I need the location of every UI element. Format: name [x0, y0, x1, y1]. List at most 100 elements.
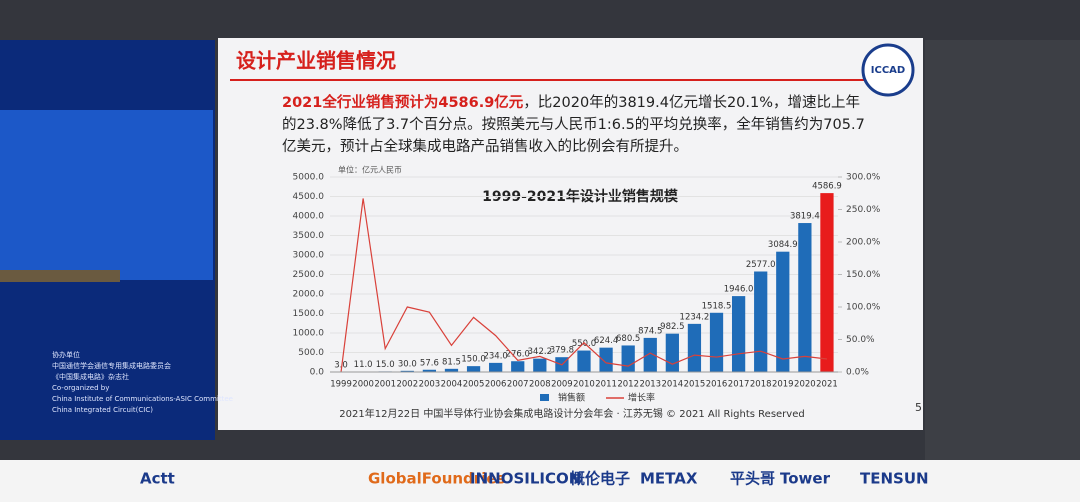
value-label: 276.0 — [506, 350, 530, 360]
bar — [798, 223, 812, 372]
sponsor-logo: INNOSILICON — [470, 470, 581, 488]
x-tick-label: 2018 — [750, 380, 772, 390]
sponsor-logo: TENSUN — [860, 470, 929, 488]
screen-text: China Integrated Circuit(CIC) — [52, 406, 153, 414]
value-label: 1946.0 — [724, 285, 754, 295]
value-label: 680.5 — [616, 334, 640, 344]
unit-label: 单位：亿元人民币 — [338, 165, 402, 175]
x-tick-label: 2012 — [617, 380, 639, 390]
y-tick-label: 4500.0 — [293, 192, 325, 202]
y-tick-label: 3500.0 — [293, 231, 325, 241]
bar — [400, 370, 414, 372]
value-label: 4586.9 — [812, 182, 842, 192]
x-tick-label: 2009 — [551, 380, 573, 390]
bar — [665, 333, 679, 372]
value-label: 982.5 — [660, 322, 684, 332]
x-tick-label: 2007 — [507, 380, 529, 390]
screen-text: China Institute of Communications-ASIC C… — [52, 395, 233, 403]
summary: 2021全行业销售预计为4586.9亿元，比2020年的3819.4亿元增长20… — [282, 92, 872, 158]
bar — [687, 323, 702, 372]
value-label: 3819.4 — [790, 212, 820, 222]
value-label: 30.0 — [398, 359, 417, 369]
left-screen-panel — [0, 110, 213, 280]
bar — [466, 366, 481, 372]
value-label: 3084.9 — [768, 240, 798, 250]
page-number: 5 — [915, 401, 922, 414]
x-tick-label: 2004 — [441, 380, 463, 390]
bar — [511, 361, 525, 372]
value-label: 2577.0 — [746, 260, 776, 270]
y2-tick-label: 100.0% — [846, 303, 881, 313]
y2-tick-label: 200.0% — [846, 238, 881, 248]
bar — [820, 193, 834, 372]
x-tick-label: 2014 — [662, 380, 684, 390]
sponsor-logo: 概伦电子 — [570, 470, 630, 488]
logo-ring — [861, 43, 915, 97]
sponsor-logo: Tower — [780, 470, 831, 488]
value-label: 874.5 — [638, 326, 662, 336]
screen-text: 中国通信学会通信专用集成电路委员会 — [52, 361, 171, 370]
screen-text: Co-organized by — [52, 384, 109, 392]
x-tick-label: 1999 — [330, 380, 352, 390]
y2-tick-label: 0.0% — [846, 368, 869, 378]
value-label: 11.0 — [354, 360, 373, 370]
bar — [444, 368, 459, 372]
x-tick-label: 2008 — [529, 380, 551, 390]
chart: 1999-2021年设计业销售规模单位：亿元人民币0.0500.01000.01… — [293, 165, 881, 404]
x-tick-label: 2011 — [595, 380, 617, 390]
slide-title: 设计产业销售情况 — [236, 49, 396, 73]
x-tick-label: 2021 — [816, 380, 838, 390]
growth-line — [340, 198, 828, 373]
bar — [422, 369, 437, 372]
bar — [621, 345, 635, 372]
value-label: 15.0 — [376, 360, 395, 370]
summary-highlight: 2021全行业销售预计为4586.9亿元 — [282, 95, 524, 111]
bar — [643, 337, 657, 372]
legend-label: 增长率 — [628, 392, 655, 404]
value-label: 379.8 — [550, 346, 574, 356]
x-tick-label: 2003 — [419, 380, 441, 390]
value-label: 234.0 — [483, 351, 507, 361]
y-tick-label: 3000.0 — [293, 251, 325, 261]
y-tick-label: 2500.0 — [293, 270, 325, 280]
y2-tick-label: 150.0% — [846, 270, 881, 280]
x-tick-label: 2019 — [772, 380, 794, 390]
y-tick-label: 1000.0 — [293, 329, 325, 339]
y-tick-label: 0.0 — [310, 368, 325, 378]
x-tick-label: 2015 — [684, 380, 706, 390]
bar — [776, 251, 790, 372]
x-tick-label: 2005 — [463, 380, 485, 390]
x-tick-label: 2001 — [374, 380, 396, 390]
value-label: 1518.5 — [702, 301, 732, 311]
x-tick-label: 2000 — [352, 380, 374, 390]
bar — [533, 358, 547, 372]
bar — [577, 350, 591, 372]
wall — [925, 40, 1080, 460]
bar — [754, 271, 768, 372]
podium — [0, 270, 120, 282]
y-tick-label: 500.0 — [298, 348, 324, 358]
summary-body: ，比2020年的3819.4亿元增长20.1%，增速比上年的23.8%降低了3.… — [282, 95, 865, 155]
y-tick-label: 2000.0 — [293, 290, 325, 300]
x-tick-label: 2016 — [706, 380, 728, 390]
sponsor-logo: 平头哥 — [730, 470, 775, 488]
y-tick-label: 1500.0 — [293, 309, 325, 319]
value-label: 1234.2 — [680, 312, 710, 322]
bar — [731, 296, 746, 372]
bar — [489, 362, 503, 372]
legend-swatch — [540, 394, 549, 401]
footer: 2021年12月22日 中国半导体行业协会集成电路设计分会年会 · 江苏无锡 ©… — [339, 407, 804, 420]
y2-tick-label: 250.0% — [846, 205, 881, 215]
x-tick-label: 2006 — [485, 380, 507, 390]
y-tick-label: 4000.0 — [293, 212, 325, 222]
sponsor-logo: GlobalFoundries — [368, 470, 506, 488]
logo-text: ICCAD — [871, 65, 905, 76]
value-label: 81.5 — [442, 357, 461, 367]
value-label: 624.4 — [594, 336, 618, 346]
sponsor-logo: METAX — [640, 470, 698, 488]
x-tick-label: 2017 — [728, 380, 750, 390]
value-label: 342.2 — [528, 347, 552, 357]
bar — [599, 347, 613, 372]
